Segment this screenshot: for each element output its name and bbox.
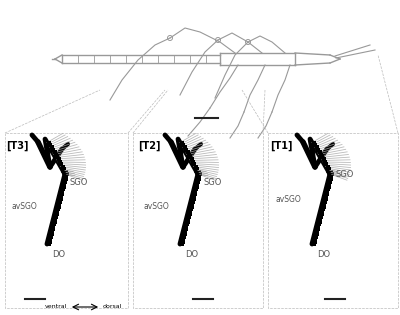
Text: SGO: SGO [70, 178, 88, 187]
Text: avSGO: avSGO [276, 195, 302, 204]
Text: [T2]: [T2] [138, 141, 160, 151]
Text: DO: DO [317, 250, 330, 259]
Text: SGO: SGO [203, 178, 221, 187]
Text: SGO: SGO [335, 170, 353, 179]
Text: ventral: ventral [45, 304, 67, 309]
Text: [T1]: [T1] [270, 141, 292, 151]
Text: dorsal: dorsal [103, 304, 122, 309]
Text: avSGO: avSGO [144, 202, 170, 211]
Text: DO: DO [185, 250, 198, 259]
Text: avSGO: avSGO [11, 202, 37, 211]
Text: DO: DO [52, 250, 65, 259]
Text: [T3]: [T3] [6, 141, 28, 151]
